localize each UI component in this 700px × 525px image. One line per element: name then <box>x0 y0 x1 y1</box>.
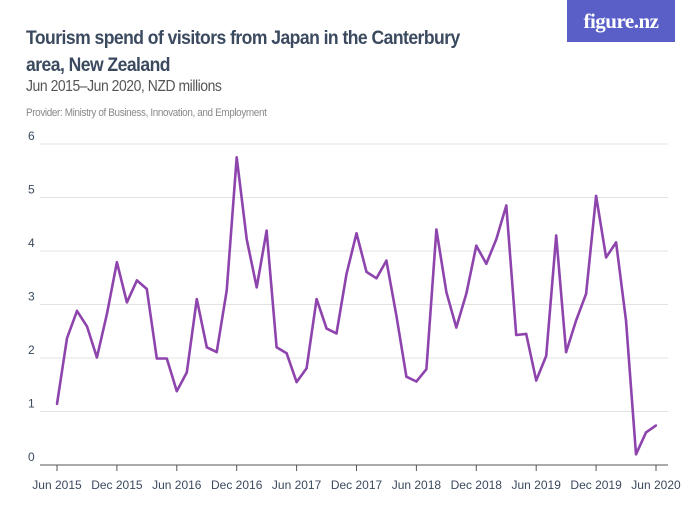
figure-nz-logo[interactable]: figure.nz <box>567 0 675 42</box>
data-point <box>654 424 658 427</box>
data-point <box>215 350 218 354</box>
data-point <box>465 292 468 295</box>
data-point <box>295 380 298 384</box>
data-point <box>634 453 638 456</box>
data-point <box>495 238 498 241</box>
data-point <box>624 319 628 322</box>
data-point <box>325 327 328 330</box>
data-point <box>544 354 548 358</box>
data-point <box>255 286 258 289</box>
data-point <box>594 194 598 198</box>
x-tick-label: Dec 2015 <box>91 478 143 492</box>
x-tick-label: Jun 2016 <box>152 478 202 492</box>
y-tick-label: 4 <box>28 236 35 250</box>
data-point <box>135 279 139 282</box>
data-point <box>75 309 79 313</box>
x-tick-label: Dec 2018 <box>451 478 503 492</box>
data-point <box>115 261 119 264</box>
data-point <box>345 272 348 276</box>
data-point <box>505 204 508 207</box>
data-point <box>95 356 99 359</box>
data-point <box>445 290 448 294</box>
data-point <box>535 379 538 382</box>
data-point <box>145 287 149 291</box>
x-tick-label: Jun 2019 <box>512 478 562 492</box>
y-tick-label: 0 <box>28 450 35 464</box>
data-point <box>335 332 338 335</box>
data-point <box>165 357 169 360</box>
data-point <box>105 312 109 316</box>
chart-subtitle: Jun 2015–Jun 2020, NZD millions <box>26 78 222 95</box>
x-tick-label: Dec 2016 <box>211 478 263 492</box>
data-point <box>185 371 188 374</box>
data-point <box>65 337 69 340</box>
x-tick-label: Jun 2018 <box>392 478 442 492</box>
data-point <box>604 256 608 259</box>
data-point <box>85 325 89 328</box>
data-point <box>395 314 398 317</box>
chart-title: Tourism spend of visitors from Japan in … <box>26 27 460 76</box>
data-point <box>265 229 268 232</box>
data-point <box>285 351 288 355</box>
data-point <box>435 228 438 231</box>
y-tick-label: 2 <box>28 343 35 357</box>
y-tick-label: 5 <box>28 183 35 197</box>
data-point <box>355 232 358 235</box>
y-tick-label: 1 <box>28 397 35 411</box>
data-point <box>475 244 478 247</box>
data-point <box>455 326 458 329</box>
data-point <box>485 262 488 266</box>
data-point <box>644 431 648 434</box>
x-tick-label: Dec 2017 <box>331 478 383 492</box>
data-point <box>584 292 588 295</box>
data-point <box>525 332 528 336</box>
data-point <box>275 346 278 349</box>
data-point <box>245 238 248 241</box>
data-point <box>614 241 618 244</box>
provider-text: Provider: Ministry of Business, Innovati… <box>26 107 267 119</box>
data-point <box>235 156 238 159</box>
x-tick-label: Jun 2020 <box>631 478 681 492</box>
data-point <box>365 270 368 274</box>
x-tick-label: Dec 2019 <box>570 478 622 492</box>
data-point <box>175 389 178 393</box>
y-tick-label: 6 <box>28 129 35 143</box>
y-tick-label: 3 <box>28 290 35 304</box>
data-point <box>155 357 159 360</box>
data-point <box>425 368 428 371</box>
x-tick-label: Jun 2015 <box>32 478 82 492</box>
data-point <box>415 380 418 383</box>
data-point <box>205 346 208 349</box>
data-point <box>554 234 558 237</box>
data-point <box>375 277 378 280</box>
data-point <box>55 402 59 406</box>
data-point <box>315 297 318 301</box>
x-tick-label: Jun 2017 <box>272 478 322 492</box>
data-point <box>564 350 568 354</box>
data-point <box>125 301 129 304</box>
series-line <box>55 156 657 456</box>
data-point <box>515 333 518 337</box>
data-point <box>195 297 198 301</box>
data-point <box>405 375 408 378</box>
data-point <box>385 259 388 262</box>
data-point <box>305 366 308 370</box>
data-point <box>225 289 228 292</box>
data-point <box>574 319 578 322</box>
